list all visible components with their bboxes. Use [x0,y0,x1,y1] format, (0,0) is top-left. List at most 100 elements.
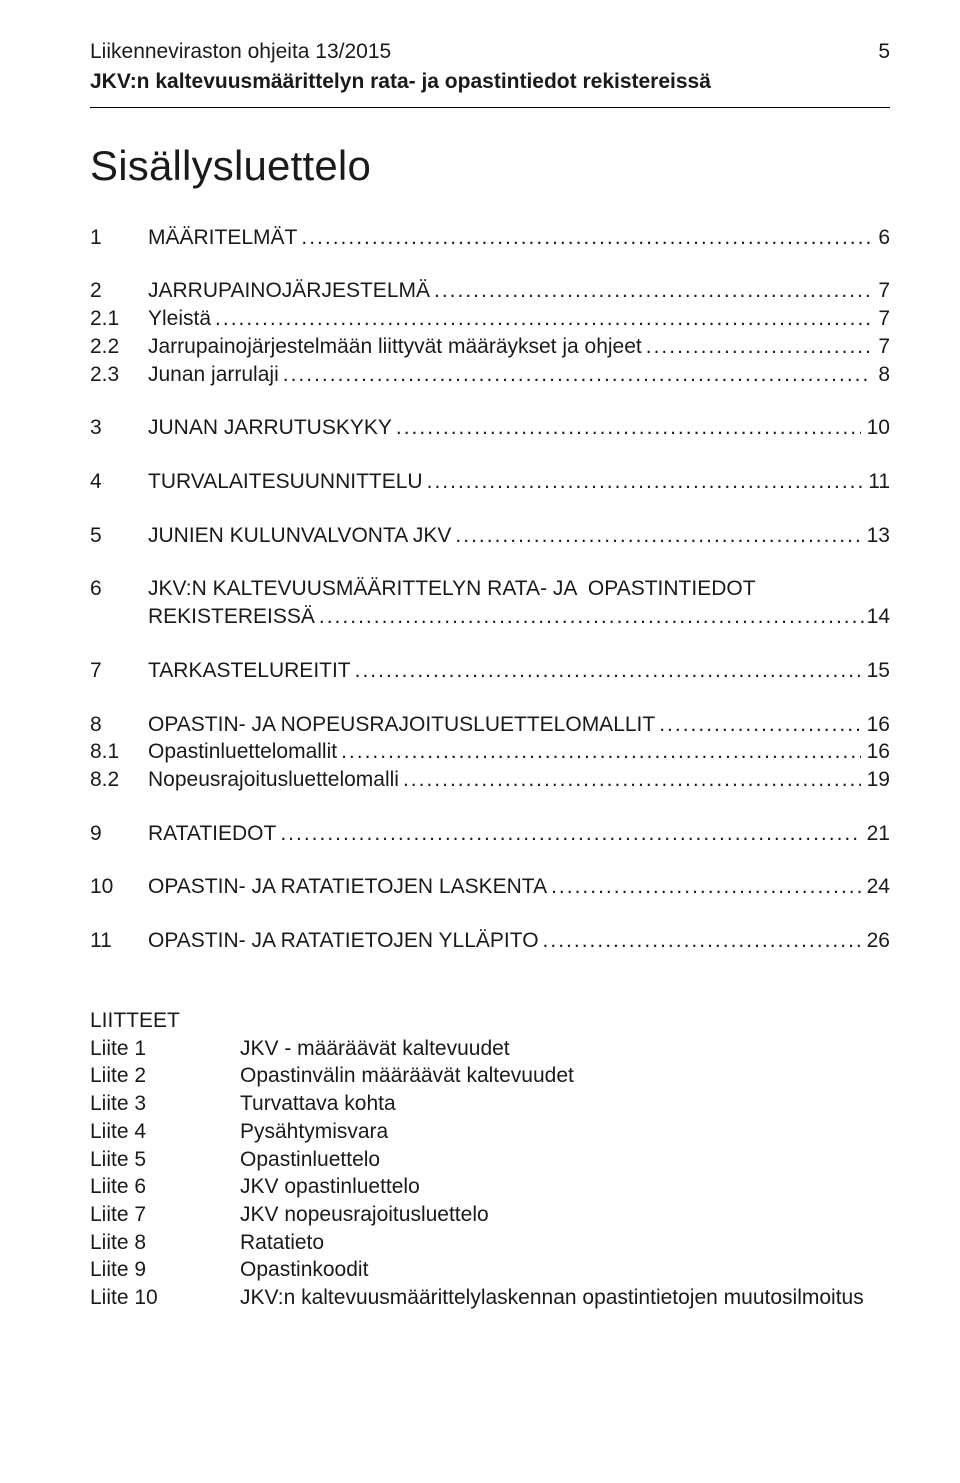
toc-entry-number: 8 [90,711,148,739]
toc-entry-number: 6 [90,575,148,603]
toc-row: 8.2Nopeusrajoitusluettelomalli..........… [90,766,890,794]
toc-entry-page: 7 [872,277,890,305]
toc-leader-dots: ........................................… [279,361,873,389]
toc-row: 2JARRUPAINOJÄRJESTELMÄ..................… [90,277,890,305]
toc-entry-label: JKV:N KALTEVUUSMÄÄRITTELYN RATA- JA OPAS… [148,575,756,603]
toc-leader-dots: ........................................… [351,657,861,685]
toc-entry-number: 11 [90,927,148,955]
toc-row: 8OPASTIN- JA NOPEUSRAJOITUSLUETTELOMALLI… [90,711,890,739]
toc-leader-dots: ........................................… [642,333,873,361]
toc-entry-label: RATATIEDOT [148,820,276,848]
toc-gap [90,685,890,711]
page-title: Sisällysluettelo [90,142,890,190]
appendix-key: Liite 9 [90,1256,240,1284]
toc-entry-page: 21 [861,820,890,848]
toc-leader-dots: ........................................… [547,873,861,901]
toc-row: 5JUNIEN KULUNVALVONTA JKV...............… [90,522,890,550]
toc-entry-label: MÄÄRITELMÄT [148,224,297,252]
page-number: 5 [878,38,890,66]
appendix-key: Liite 1 [90,1035,240,1063]
toc-entry-label: OPASTIN- JA NOPEUSRAJOITUSLUETTELOMALLIT [148,711,655,739]
appendix-row: Liite 8Ratatieto [90,1229,890,1257]
toc-entry-label: REKISTEREISSÄ [148,603,315,631]
appendix-value: JKV - määräävät kaltevuudet [240,1035,890,1063]
toc-gap [90,955,890,981]
appendix-value: Opastinkoodit [240,1256,890,1284]
toc-entry-number: 4 [90,468,148,496]
appendix-value: Pysähtymisvara [240,1118,890,1146]
toc-leader-dots: ........................................… [430,277,872,305]
toc-entry-label: Junan jarrulaji [148,361,279,389]
appendix-value: JKV nopeusrajoitusluettelo [240,1201,890,1229]
appendix-row: Liite 10JKV:n kaltevuusmäärittelylaskenn… [90,1284,890,1312]
appendix-key: Liite 6 [90,1173,240,1201]
toc-row: 7TARKASTELUREITIT.......................… [90,657,890,685]
toc-entry-page: 15 [861,657,890,685]
toc-entry-page: 10 [861,414,890,442]
appendix-row: Liite 5Opastinluettelo [90,1146,890,1174]
toc-entry-number: 2 [90,277,148,305]
appendix-row: Liite 3Turvattava kohta [90,1090,890,1118]
toc-entry-number: 9 [90,820,148,848]
appendix-key: Liite 4 [90,1118,240,1146]
appendix-value: Ratatieto [240,1229,890,1257]
table-of-contents: 1MÄÄRITELMÄT............................… [90,224,890,981]
toc-gap [90,251,890,277]
toc-row: 3JUNAN JARRUTUSKYKY.....................… [90,414,890,442]
toc-entry-number: 1 [90,224,148,252]
appendix-key: Liite 10 [90,1284,240,1312]
toc-entry-label: OPASTIN- JA RATATIETOJEN LASKENTA [148,873,547,901]
toc-entry-page: 6 [872,224,890,252]
toc-entry-page: 13 [861,522,890,550]
appendix-row: Liite 9Opastinkoodit [90,1256,890,1284]
toc-entry-label: Jarrupainojärjestelmään liittyvät määräy… [148,333,642,361]
toc-leader-dots: ........................................… [423,468,863,496]
toc-leader-dots: ........................................… [297,224,872,252]
appendix-row: Liite 1JKV - määräävät kaltevuudet [90,1035,890,1063]
toc-row: 2.1Yleistä..............................… [90,305,890,333]
toc-row: 10OPASTIN- JA RATATIETOJEN LASKENTA.....… [90,873,890,901]
toc-entry-number: 2.2 [90,333,148,361]
toc-leader-dots: ........................................… [276,820,860,848]
appendix-key: Liite 7 [90,1201,240,1229]
toc-entry-page: 26 [861,927,890,955]
toc-entry-label: Nopeusrajoitusluettelomalli [148,766,399,794]
toc-entry-page: 7 [872,333,890,361]
appendices-list: Liite 1JKV - määräävät kaltevuudetLiite … [90,1035,890,1312]
appendix-key: Liite 2 [90,1062,240,1090]
appendices-heading: LIITTEET [90,1007,890,1035]
toc-entry-label: JARRUPAINOJÄRJESTELMÄ [148,277,430,305]
appendix-value: Turvattava kohta [240,1090,890,1118]
toc-row: 4TURVALAITESUUNNITTELU..................… [90,468,890,496]
toc-leader-dots: ........................................… [315,603,867,631]
appendix-value: Opastinluettelo [240,1146,890,1174]
toc-gap [90,496,890,522]
toc-entry-number: 2.3 [90,361,148,389]
appendix-value: JKV opastinluettelo [240,1173,890,1201]
appendix-key: Liite 5 [90,1146,240,1174]
toc-entry-number: 10 [90,873,148,901]
toc-entry-number: 8.1 [90,738,148,766]
toc-row: 1MÄÄRITELMÄT............................… [90,224,890,252]
toc-leader-dots: ........................................… [399,766,861,794]
toc-gap [90,794,890,820]
doc-header-row: Liikenneviraston ohjeita 13/2015 5 [90,38,890,66]
toc-entry-label: Yleistä [148,305,211,333]
toc-gap [90,442,890,468]
toc-entry-number: 7 [90,657,148,685]
toc-entry-label: TURVALAITESUUNNITTELU [148,468,423,496]
toc-entry-label: JUNIEN KULUNVALVONTA JKV [148,522,451,550]
doc-header-title: Liikenneviraston ohjeita 13/2015 [90,38,391,66]
doc-header-subtitle: JKV:n kaltevuusmäärittelyn rata- ja opas… [90,68,890,96]
toc-leader-dots: ........................................… [211,305,872,333]
toc-entry-page: 19 [861,766,890,794]
appendix-row: Liite 4Pysähtymisvara [90,1118,890,1146]
appendix-row: Liite 2Opastinvälin määräävät kaltevuude… [90,1062,890,1090]
header-rule [90,107,890,108]
toc-entry-number: 3 [90,414,148,442]
toc-entry-page: 16 [861,738,890,766]
toc-entry-number: 5 [90,522,148,550]
toc-entry-page: 24 [861,873,890,901]
toc-entry-page: 8 [872,361,890,389]
toc-row: 2.2Jarrupainojärjestelmään liittyvät mää… [90,333,890,361]
